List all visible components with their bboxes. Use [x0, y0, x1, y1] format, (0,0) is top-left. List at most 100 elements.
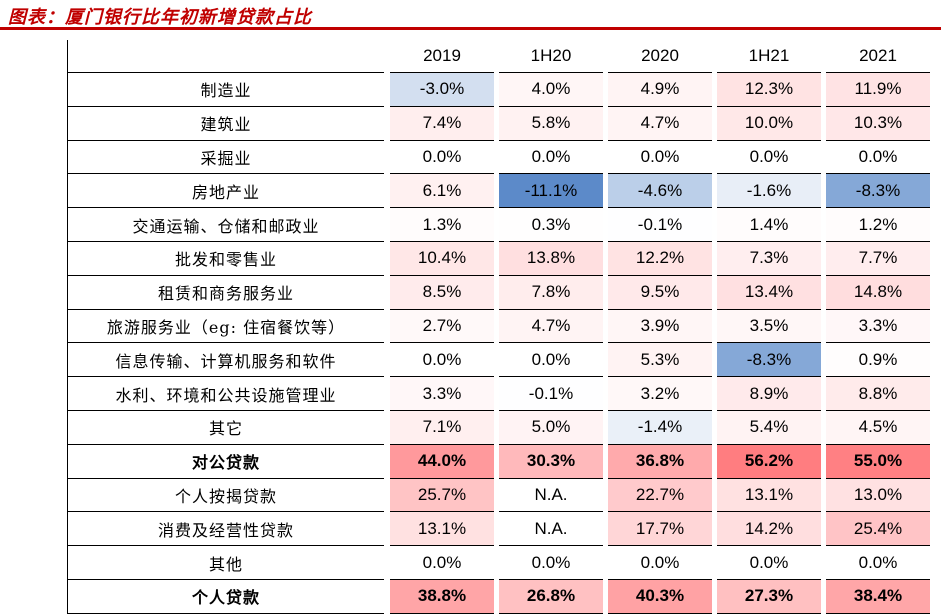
value-cell: -1.6% — [712, 173, 824, 209]
value-cell: 1.3% — [384, 207, 497, 242]
value-cell: 3.9% — [603, 309, 715, 344]
row-label: 消费及经营性贷款 — [68, 511, 387, 547]
value-cell: 25.7% — [384, 478, 497, 513]
value-cell: 5.0% — [494, 410, 606, 445]
value-cell: 1.4% — [712, 207, 824, 242]
table-row: 个人按揭贷款 25.7% N.A. 22.7% 13.1% 13.0% — [68, 478, 930, 513]
value-cell: 0.0% — [603, 545, 715, 580]
value-cell: 17.7% — [603, 511, 715, 547]
value-cell: 6.1% — [384, 173, 497, 209]
table-row: 对公贷款 44.0% 30.3% 36.8% 56.2% 55.0% — [68, 444, 930, 479]
row-label: 信息传输、计算机服务和软件 — [68, 342, 387, 378]
value-cell: 2.7% — [384, 309, 497, 344]
value-cell: 0.9% — [821, 342, 930, 378]
value-cell: 10.3% — [821, 106, 930, 141]
value-cell: 4.0% — [494, 72, 606, 107]
value-cell: 4.7% — [494, 309, 606, 344]
row-label: 对公贷款 — [68, 444, 387, 479]
table-row: 消费及经营性贷款 13.1% N.A. 17.7% 14.2% 25.4% — [68, 511, 930, 547]
row-label: 个人按揭贷款 — [68, 478, 387, 513]
value-cell: 0.0% — [384, 342, 497, 378]
value-cell: 0.0% — [821, 545, 930, 580]
header-row: 2019 1H20 2020 1H21 2021 — [68, 40, 930, 73]
value-cell: 56.2% — [712, 444, 824, 479]
value-cell: 3.3% — [384, 376, 497, 411]
value-cell: 25.4% — [821, 511, 930, 547]
value-cell: 10.0% — [712, 106, 824, 141]
value-cell: N.A. — [494, 478, 606, 513]
loan-share-table-container: 2019 1H20 2020 1H21 2021 制造业 -3.0% 4.0% 4.9% 12.3… — [67, 40, 930, 614]
table-body: 2019 1H20 2020 1H21 2021 制造业 -3.0% 4.0% 4.9% 12.3… — [68, 40, 930, 614]
value-cell: 12.2% — [603, 241, 715, 276]
title-rule — [0, 27, 941, 30]
row-label: 交通运输、仓储和邮政业 — [68, 207, 387, 242]
value-cell: 12.3% — [712, 72, 824, 107]
table-row: 旅游服务业（eg: 住宿餐饮等） 2.7% 4.7% 3.9% 3.5% 3.3% — [68, 309, 930, 344]
value-cell: 27.3% — [712, 579, 824, 614]
row-label: 制造业 — [68, 72, 387, 107]
value-cell: 0.0% — [712, 545, 824, 580]
row-label: 批发和零售业 — [68, 241, 387, 276]
table-row: 房地产业 6.1% -11.1% -4.6% -1.6% -8.3% — [68, 173, 930, 209]
value-cell: 13.1% — [384, 511, 497, 547]
value-cell: 4.9% — [603, 72, 715, 107]
column-header: 2019 — [384, 40, 497, 73]
value-cell: 13.0% — [821, 478, 930, 513]
value-cell: 8.9% — [712, 376, 824, 411]
table-row: 其它 7.1% 5.0% -1.4% 5.4% 4.5% — [68, 410, 930, 445]
value-cell: -0.1% — [603, 207, 715, 242]
table-row: 其他 0.0% 0.0% 0.0% 0.0% 0.0% — [68, 545, 930, 580]
value-cell: 14.2% — [712, 511, 824, 547]
row-label: 其他 — [68, 545, 387, 580]
value-cell: 30.3% — [494, 444, 606, 479]
value-cell: 13.1% — [712, 478, 824, 513]
value-cell: 3.5% — [712, 309, 824, 344]
loan-share-table: 2019 1H20 2020 1H21 2021 制造业 -3.0% 4.0% 4.9% 12.3… — [68, 40, 930, 614]
value-cell: -4.6% — [603, 173, 715, 209]
value-cell: 36.8% — [603, 444, 715, 479]
value-cell: -8.3% — [712, 342, 824, 378]
value-cell: 8.8% — [821, 376, 930, 411]
value-cell: 0.0% — [494, 545, 606, 580]
table-row: 水利、环境和公共设施管理业 3.3% -0.1% 3.2% 8.9% 8.8% — [68, 376, 930, 411]
row-label: 其它 — [68, 410, 387, 445]
value-cell: 14.8% — [821, 275, 930, 310]
value-cell: 10.4% — [384, 241, 497, 276]
row-label: 个人贷款 — [68, 579, 387, 614]
value-cell: 26.8% — [494, 579, 606, 614]
value-cell: 13.8% — [494, 241, 606, 276]
row-label: 采掘业 — [68, 140, 387, 175]
value-cell: -3.0% — [384, 72, 497, 107]
value-cell: -11.1% — [494, 173, 606, 209]
column-header: 1H21 — [712, 40, 824, 73]
table-row: 建筑业 7.4% 5.8% 4.7% 10.0% 10.3% — [68, 106, 930, 141]
value-cell: 7.4% — [384, 106, 497, 141]
value-cell: N.A. — [494, 511, 606, 547]
column-header: 2020 — [603, 40, 715, 73]
value-cell: 0.0% — [384, 140, 497, 175]
row-label: 旅游服务业（eg: 住宿餐饮等） — [68, 309, 387, 344]
value-cell: 0.3% — [494, 207, 606, 242]
value-cell: 5.8% — [494, 106, 606, 141]
value-cell: 3.2% — [603, 376, 715, 411]
value-cell: 5.4% — [712, 410, 824, 445]
value-cell: 38.4% — [821, 579, 930, 614]
value-cell: 7.3% — [712, 241, 824, 276]
value-cell: 0.0% — [603, 140, 715, 175]
table-row: 交通运输、仓储和邮政业 1.3% 0.3% -0.1% 1.4% 1.2% — [68, 207, 930, 242]
value-cell: -1.4% — [603, 410, 715, 445]
row-label: 租赁和商务服务业 — [68, 275, 387, 310]
table-row: 采掘业 0.0% 0.0% 0.0% 0.0% 0.0% — [68, 140, 930, 175]
value-cell: 55.0% — [821, 444, 930, 479]
value-cell: 5.3% — [603, 342, 715, 378]
value-cell: 0.0% — [494, 342, 606, 378]
value-cell: 4.5% — [821, 410, 930, 445]
header-corner-cell — [68, 40, 387, 73]
value-cell: 9.5% — [603, 275, 715, 310]
table-row: 批发和零售业 10.4% 13.8% 12.2% 7.3% 7.7% — [68, 241, 930, 276]
value-cell: 0.0% — [821, 140, 930, 175]
figure-title: 图表：厦门银行比年初新增贷款占比 — [8, 7, 312, 28]
value-cell: 7.1% — [384, 410, 497, 445]
value-cell: -0.1% — [494, 376, 606, 411]
value-cell: 22.7% — [603, 478, 715, 513]
